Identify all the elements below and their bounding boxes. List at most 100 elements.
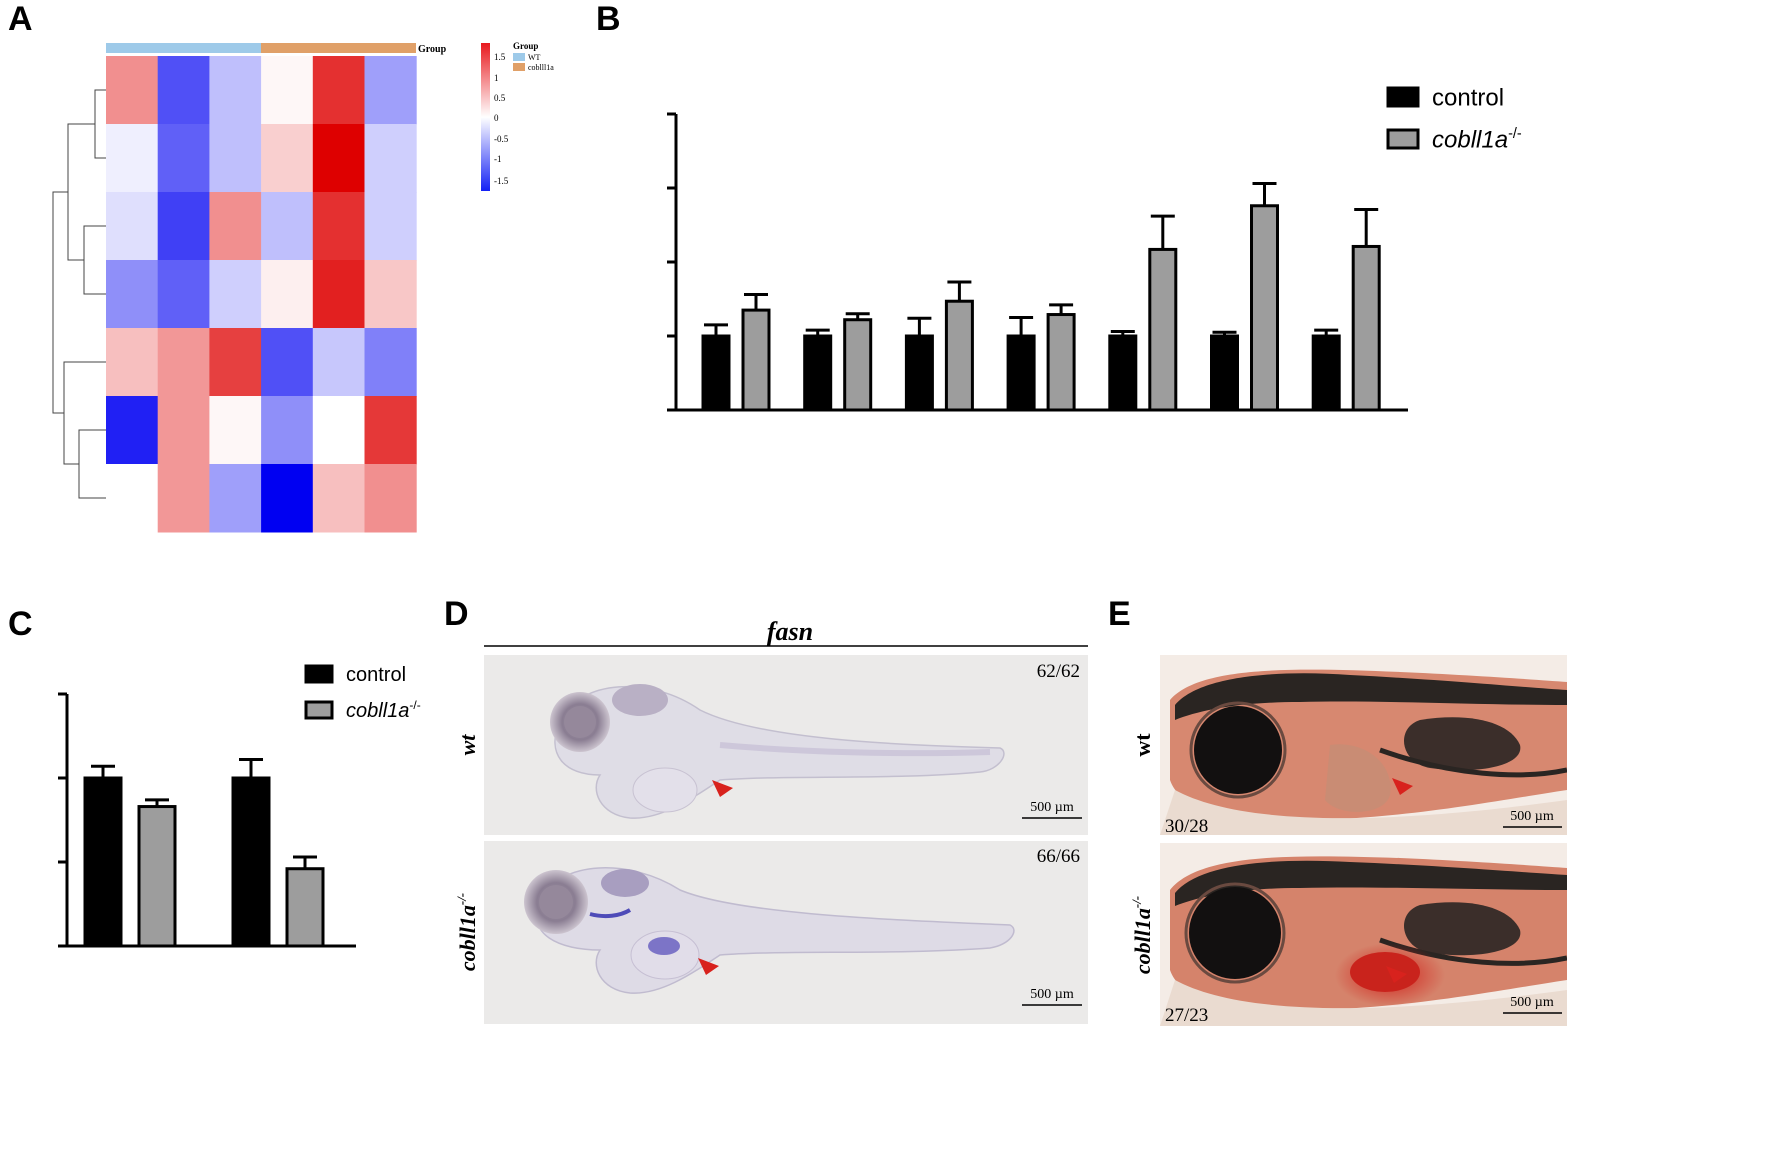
heatmap-cell xyxy=(364,124,417,193)
colorbar-tick: 1 xyxy=(494,73,499,83)
legend-swatch-coblll1a xyxy=(513,63,525,71)
heatmap-cell xyxy=(157,260,210,329)
heatmap-group-bar xyxy=(106,43,416,53)
heatmap-cell xyxy=(209,192,262,261)
bar-control xyxy=(701,334,731,412)
bar-control xyxy=(1210,334,1239,412)
e-count-cobll1a: 27/23 xyxy=(1165,1005,1208,1026)
heatmap-cell xyxy=(261,260,314,329)
colorbar-ticks: 1.5 1 0.5 0 -0.5 -1 -1.5 xyxy=(494,52,509,186)
legend-swatch-control xyxy=(1386,86,1420,108)
heatmap-cell xyxy=(364,260,417,329)
oil-red-image-cobll1a xyxy=(1160,843,1567,1026)
panel-d-gene-title: fasn xyxy=(767,617,813,646)
legend-label-text: control xyxy=(1432,84,1504,111)
bar-control xyxy=(1006,334,1036,412)
heatmap-cell xyxy=(261,464,314,533)
heatmap-cell xyxy=(209,464,262,533)
oil-red-image-wt xyxy=(1160,655,1567,835)
bar-cobll1a xyxy=(1148,247,1178,412)
legend-swatch-cobll1a xyxy=(1386,128,1420,150)
bar-cobll1a xyxy=(741,308,771,412)
d-scale-cobll1a: 500 µm xyxy=(1030,987,1074,1002)
colorbar-tick: -0.5 xyxy=(494,134,509,144)
heatmap-cell xyxy=(209,328,262,397)
heatmap-cell xyxy=(312,260,365,329)
heatmap-cell xyxy=(157,328,210,397)
heatmap-cell xyxy=(106,192,159,261)
heatmap-cell xyxy=(209,260,262,329)
e-genotype-cobll1a-group: cobll1a-/- xyxy=(1129,896,1155,974)
bar-cobll1a xyxy=(843,318,873,412)
heatmap-cell xyxy=(364,396,417,465)
heatmap-cell xyxy=(364,464,417,533)
row-dendrogram xyxy=(52,89,106,499)
bar-control xyxy=(83,776,123,948)
bar-cobll1a xyxy=(1046,313,1076,412)
heatmap-cell xyxy=(364,328,417,397)
heatmap-cell xyxy=(209,56,262,125)
heatmap-cell xyxy=(157,192,210,261)
ish-image-cobll1a xyxy=(484,841,1088,1024)
heatmap-cell xyxy=(106,56,159,125)
heatmap-cell xyxy=(261,124,314,193)
bar-control xyxy=(1108,334,1138,412)
ish-image-wt xyxy=(484,655,1088,835)
bar-cobll1a xyxy=(944,299,974,412)
red-arrowhead-icon xyxy=(1386,966,1407,983)
heatmap-cell xyxy=(312,328,365,397)
bar-cobll1a xyxy=(1351,244,1381,412)
bar-cobll1a xyxy=(137,805,177,948)
legend-label-superscript: -/- xyxy=(409,698,420,712)
heatmap-cell xyxy=(106,396,159,465)
heatmap-cell xyxy=(261,56,314,125)
heatmap-cell xyxy=(106,464,159,533)
heatmap-cell xyxy=(261,192,314,261)
bar-control xyxy=(1311,334,1341,412)
colorbar-tick: -1.5 xyxy=(494,176,509,186)
legend-label-cobll1a: cobll1a-/- xyxy=(1432,126,1522,154)
heatmap-cell xyxy=(157,56,210,125)
heatmap-cell xyxy=(312,396,365,465)
colorbar xyxy=(481,43,490,191)
legend-label-control: control xyxy=(1432,84,1504,111)
heatmap-cell xyxy=(364,56,417,125)
group-bar-title: Group xyxy=(418,44,447,55)
red-arrowhead-icon xyxy=(1392,778,1413,795)
red-arrowhead-icon xyxy=(712,780,733,797)
e-count-wt: 30/28 xyxy=(1165,816,1208,837)
d-count-wt: 62/62 xyxy=(1037,661,1080,682)
legend-label-wt: WT xyxy=(528,53,541,62)
heatmap-cell xyxy=(157,124,210,193)
d-genotype-cobll1a-sup: -/- xyxy=(454,893,469,905)
heatmap-cell xyxy=(209,124,262,193)
heatmap-cell xyxy=(106,328,159,397)
legend-swatch-wt xyxy=(513,53,525,61)
d-genotype-wt: wt xyxy=(455,734,480,756)
panel-e-label: E xyxy=(1108,595,1131,633)
heatmap-cell xyxy=(106,260,159,329)
red-arrowhead-icon xyxy=(698,958,719,975)
e-genotype-cobll1a-sup: -/- xyxy=(1129,896,1144,908)
e-scale-cobll1a: 500 µm xyxy=(1510,995,1554,1010)
legend-swatch-control xyxy=(304,664,334,684)
heatmap-cell xyxy=(157,396,210,465)
e-genotype-cobll1a: cobll1a xyxy=(1130,908,1155,974)
e-genotype-wt: wt xyxy=(1130,733,1155,757)
colorbar-tick: 0.5 xyxy=(494,93,506,103)
legend-label-text: cobll1a xyxy=(346,700,409,722)
panel-b-label: B xyxy=(596,0,621,38)
heatmap-cell xyxy=(312,464,365,533)
bar-chart-b: control cobll1a-/- xyxy=(667,84,1522,412)
d-scale-wt: 500 µm xyxy=(1030,800,1074,815)
heatmap-cell xyxy=(209,396,262,465)
legend-label-coblll1a: coblll1a xyxy=(528,63,554,72)
heatmap-cell xyxy=(157,464,210,533)
d-count-cobll1a: 66/66 xyxy=(1037,846,1080,867)
legend-swatch-cobll1a xyxy=(304,700,334,720)
heatmap-cell xyxy=(312,192,365,261)
panel-a-label: A xyxy=(8,0,33,38)
heatmap-cell xyxy=(364,192,417,261)
colorbar-tick: 1.5 xyxy=(494,52,506,62)
group-bar-coblll1a xyxy=(261,43,416,53)
